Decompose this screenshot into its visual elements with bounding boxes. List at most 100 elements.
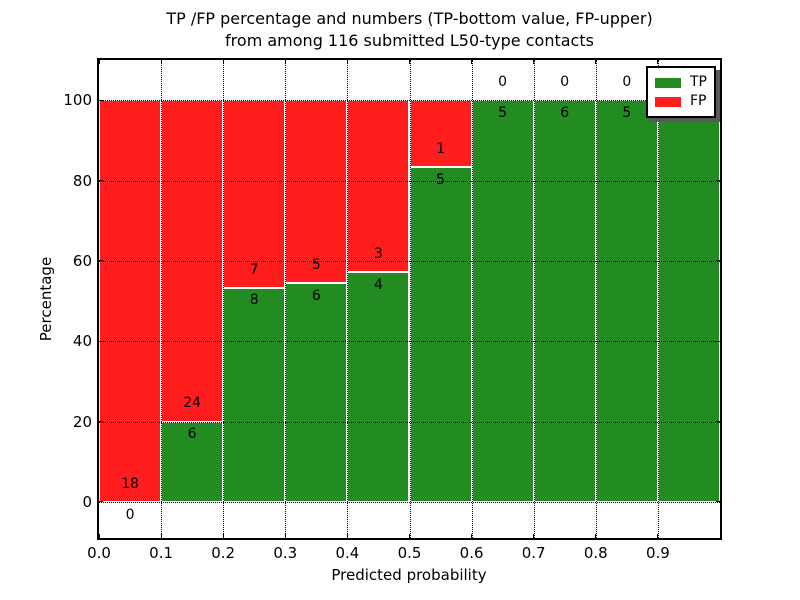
y-tick-mark: [99, 421, 103, 422]
legend-item-tp: TP: [655, 74, 707, 91]
x-gridline: [657, 60, 659, 538]
bar-tp-segment: [347, 272, 410, 502]
x-tick-label: 0.9: [645, 544, 670, 562]
y-gridline: [99, 341, 720, 343]
y-tick-mark: [99, 180, 103, 181]
y-tick-mark: [716, 421, 720, 422]
y-tick-mark: [99, 260, 103, 262]
bar-tp-segment: [409, 167, 472, 502]
x-tick-mark: [160, 534, 162, 538]
x-tick-label: 0.4: [335, 544, 360, 562]
x-gridline: [161, 60, 163, 538]
x-tick-mark: [471, 60, 473, 64]
bar-fp-segment: [409, 100, 472, 168]
tp-count-label: 5: [498, 105, 508, 122]
y-tick-mark: [716, 501, 720, 503]
x-gridline: [471, 60, 473, 538]
y-tick-mark: [99, 501, 103, 503]
x-tick-mark: [595, 60, 597, 64]
tp-count-label: 6: [187, 426, 197, 443]
y-tick-mark: [716, 340, 720, 342]
x-tick-mark: [284, 534, 286, 538]
fp-count-label: 7: [249, 261, 259, 278]
x-tick-mark: [98, 60, 100, 64]
x-tick-mark: [533, 60, 535, 64]
bar-tp-segment: [285, 282, 348, 502]
bar-tp-segment: [223, 287, 286, 502]
fp-count-label: 5: [311, 256, 321, 273]
x-gridline: [409, 60, 411, 538]
bar-fp-segment: [99, 100, 162, 502]
y-tick-mark: [716, 180, 720, 181]
x-tick-label: 0.3: [273, 544, 298, 562]
tp-count-label: 0: [125, 506, 135, 523]
x-gridline: [595, 60, 597, 538]
x-gridline: [223, 60, 225, 538]
tp-count-label: 5: [622, 105, 632, 122]
fp-count-label: 0: [622, 74, 632, 91]
tp-count-label: 8: [249, 292, 259, 309]
y-tick-mark: [716, 260, 720, 262]
x-tick-mark: [471, 534, 473, 538]
bar-tp-segment: [657, 100, 720, 502]
x-tick-mark: [533, 534, 535, 538]
x-tick-mark: [98, 534, 100, 538]
x-tick-label: 0.2: [211, 544, 236, 562]
y-tick-mark: [716, 99, 720, 101]
fp-count-label: 1: [436, 141, 446, 158]
legend-label-tp: TP: [690, 74, 707, 90]
x-tick-mark: [657, 60, 659, 64]
fp-count-label: 18: [121, 475, 139, 492]
x-tick-label: 0.6: [459, 544, 484, 562]
legend-label-fp: FP: [690, 93, 707, 109]
fp-count-label: 3: [373, 246, 383, 263]
chart-title-line2: from among 116 submitted L50-type contac…: [225, 31, 594, 50]
bar-tp-segment: [471, 100, 534, 502]
y-gridline: [99, 100, 720, 102]
y-tick-mark: [99, 99, 103, 101]
x-tick-mark: [222, 60, 224, 64]
y-gridline: [99, 421, 720, 423]
x-tick-label: 0.0: [87, 544, 111, 562]
legend: TP FP: [646, 66, 716, 118]
fp-count-label: 0: [560, 74, 570, 91]
chart-title-line1: TP /FP percentage and numbers (TP-bottom…: [166, 9, 653, 28]
x-tick-mark: [409, 60, 410, 64]
y-gridline: [99, 501, 720, 503]
y-axis-label: Percentage: [37, 256, 55, 342]
y-tick-mark: [99, 340, 103, 342]
chart-title: TP /FP percentage and numbers (TP-bottom…: [97, 8, 722, 52]
x-gridline: [347, 60, 349, 538]
x-tick-mark: [160, 60, 162, 64]
y-tick-label: 0: [82, 492, 92, 511]
fp-count-label: 0: [498, 74, 508, 91]
x-gridline: [533, 60, 535, 538]
y-tick-label: 40: [72, 332, 92, 351]
y-gridline: [99, 260, 720, 262]
x-gridline: [285, 60, 287, 538]
x-tick-label: 0.5: [397, 544, 422, 562]
tp-count-label: 6: [311, 287, 321, 304]
x-tick-label: 0.8: [583, 544, 608, 562]
y-gridline: [99, 180, 720, 182]
fp-count-label: 24: [183, 395, 202, 412]
legend-swatch-tp-icon: [655, 77, 681, 88]
bar-tp-segment: [533, 100, 596, 502]
legend-item-fp: FP: [655, 93, 707, 110]
x-axis-label: Predicted probability: [331, 566, 487, 584]
bar-fp-segment: [285, 100, 348, 283]
y-tick-label: 20: [72, 412, 92, 431]
x-tick-mark: [222, 534, 224, 538]
tp-count-label: 4: [373, 277, 383, 294]
tp-count-label: 5: [436, 171, 446, 188]
x-tick-label: 0.7: [521, 544, 546, 562]
bar-fp-segment: [223, 100, 286, 288]
x-tick-label: 0.1: [149, 544, 174, 562]
bar-tp-segment: [595, 100, 658, 502]
y-tick-label: 100: [63, 91, 92, 110]
x-tick-mark: [409, 534, 410, 538]
y-tick-label: 60: [72, 251, 92, 270]
x-tick-mark: [346, 534, 348, 538]
plot-area: 18024678563415050605013: [97, 58, 722, 540]
